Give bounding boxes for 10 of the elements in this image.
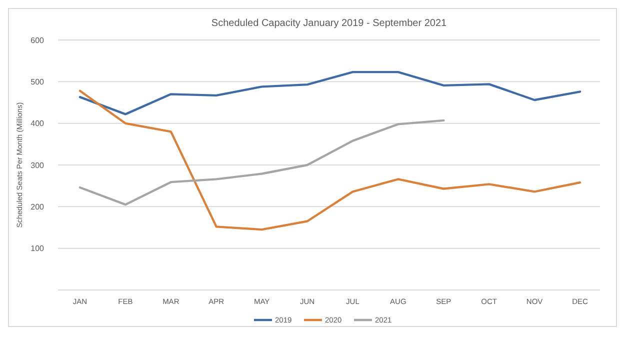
y-tick-label: 200 [30,202,45,212]
y-tick-label: 300 [30,160,45,170]
chart-title: Scheduled Capacity January 2019 - September 2021 [211,18,448,29]
y-tick-label: 500 [30,77,45,86]
line-series [78,90,582,231]
y-tick-label: 100 [30,244,45,254]
line-series [78,119,445,206]
y-tick-label: 400 [30,119,45,128]
y-tick-label: 600 [30,36,45,45]
line-series [78,70,582,116]
